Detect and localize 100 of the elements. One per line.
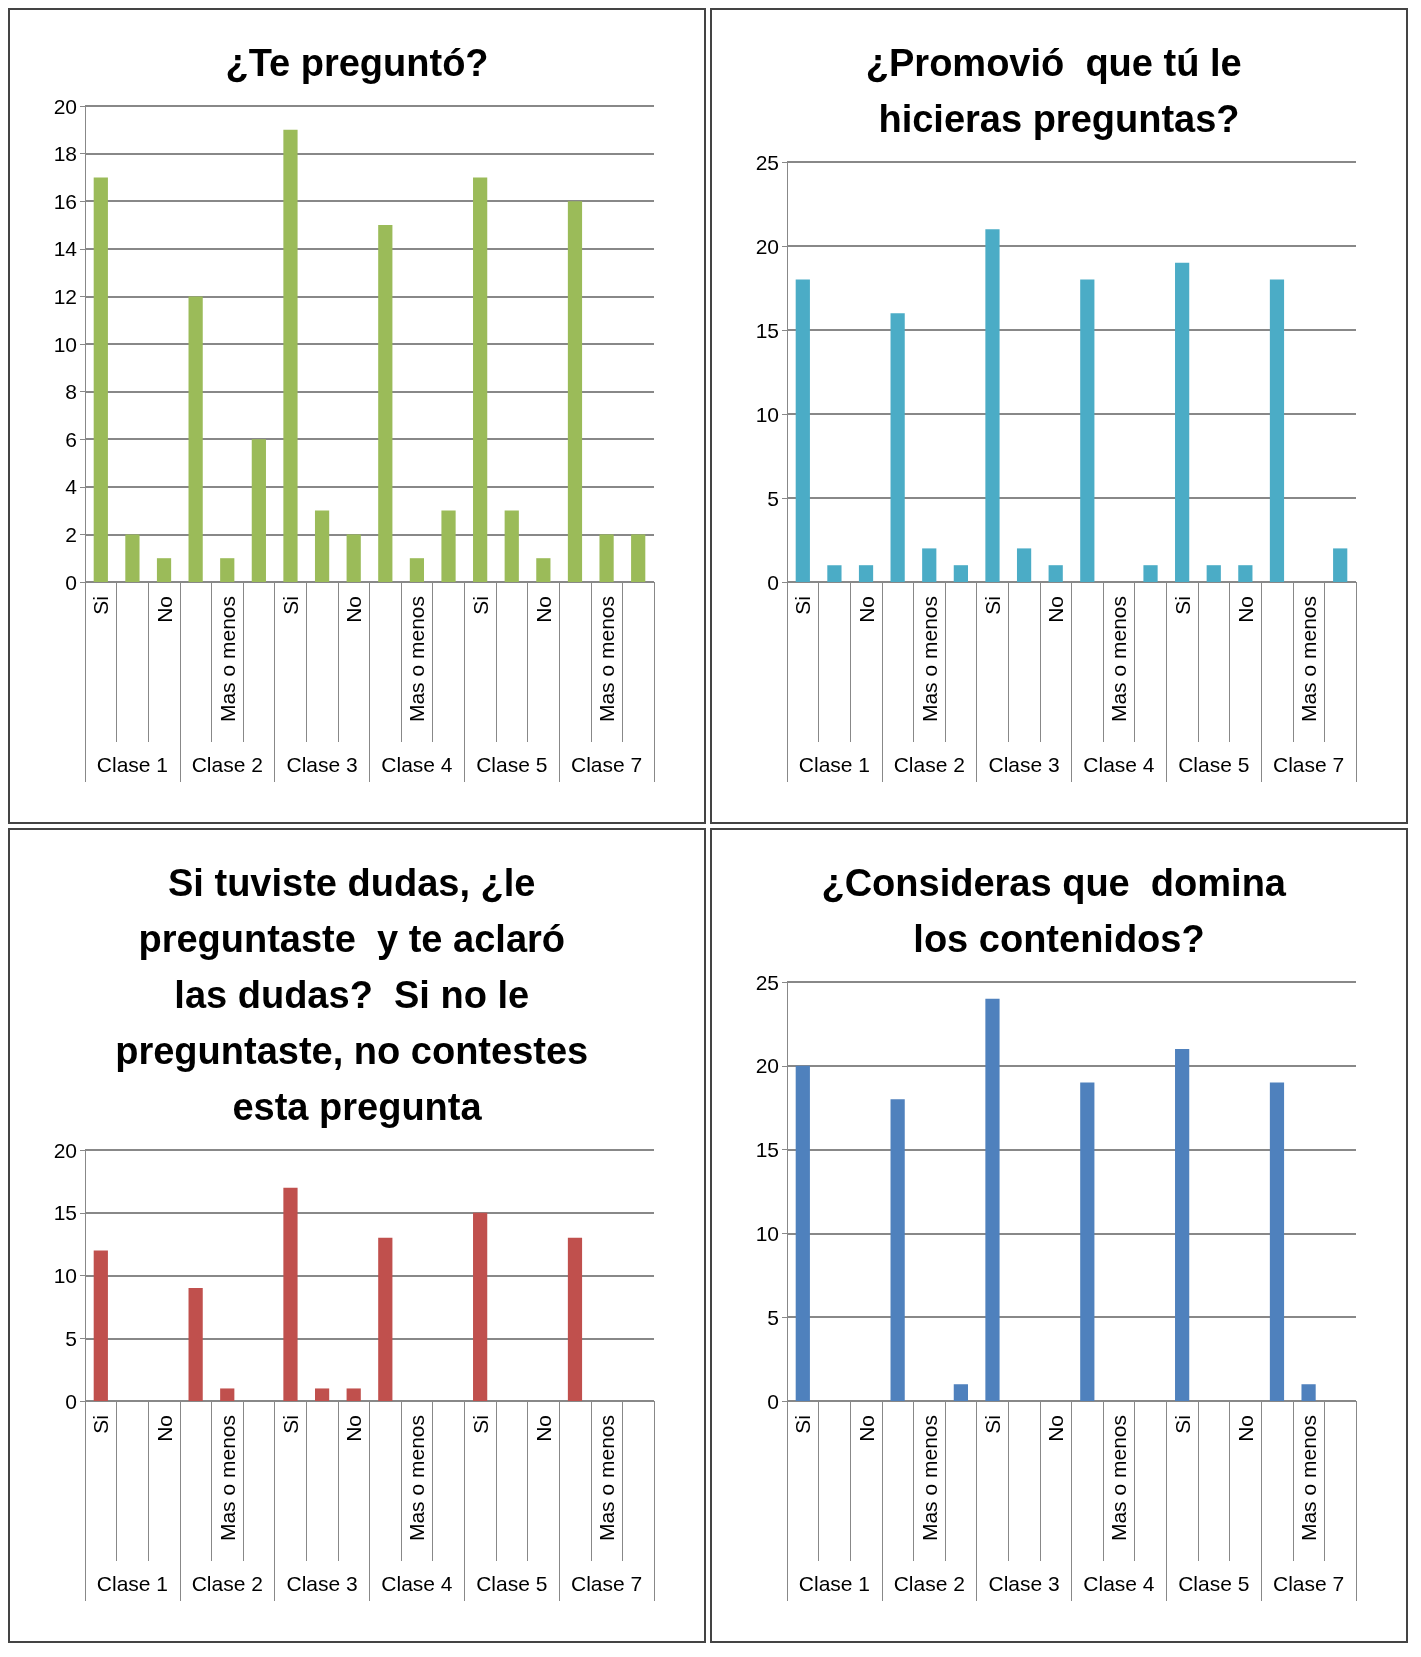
text: Clase 7 [1272,753,1345,776]
y-tick-label: 15 [755,318,779,342]
text: Clase 1 [798,753,871,776]
bar [953,565,968,582]
bar [795,1065,810,1401]
y-tick-label: 10 [53,1264,77,1287]
bar [1206,565,1221,582]
text: Clase 2 [893,753,965,776]
bar [536,558,551,582]
text: Clase 4 [1083,1572,1155,1595]
x-tick-label: No [152,596,176,623]
text: Clase 4 [381,1572,453,1595]
x-tick-label: Mas o menos [1107,596,1131,723]
x-tick-label: Mas o menos [405,596,429,723]
x-tick-label: No [152,1415,176,1442]
bar [1238,565,1253,582]
x-tick-label: Mas o menos [595,1415,619,1542]
x-tick-label: Si [468,596,492,615]
y-tick-label: 4 [65,475,78,499]
y-tick-label: 2 [65,522,77,546]
y-tick-label: 8 [65,380,77,404]
x-tick-label: No [1044,596,1068,623]
x-tick-label: Mas o menos [917,1415,941,1542]
x-tick-label: Si [89,596,113,615]
x-tick-label: Si [1170,596,1194,615]
bar [599,534,614,582]
y-tick-label: 18 [53,142,77,166]
bar [188,296,203,582]
y-tick-label: 20 [755,1054,779,1078]
bar [1269,279,1285,582]
text: Clase 4 [1083,753,1155,776]
y-tick-label: 0 [65,1389,77,1413]
bar [922,548,937,582]
y-tick-label: 20 [755,234,779,258]
x-tick-label: No [531,596,555,623]
y-tick-label: 20 [53,94,77,118]
y-tick-label: 15 [755,1138,779,1162]
x-tick-label: Mas o menos [1297,596,1321,723]
x-tick-label: Si [278,1415,302,1434]
x-tick-label: No [342,596,366,623]
text: Clase 2 [893,1572,965,1595]
text: Clase 5 [476,1572,548,1595]
bar [220,1388,235,1401]
text: Clase 1 [96,1572,169,1595]
text: Clase 2 [191,1572,263,1595]
text: Clase 1 [798,1572,871,1595]
text: Clase 3 [988,1572,1060,1595]
text: Clase 3 [286,753,358,776]
y-tick-label: 5 [767,1305,779,1329]
y-tick-label: 6 [65,427,77,451]
y-tick-label: 12 [53,284,77,308]
bar [188,1288,203,1401]
text: Clase 2 [191,753,263,776]
y-tick-label: 16 [53,189,77,213]
y-tick-label: 0 [65,570,77,594]
bar [504,510,519,582]
bar [346,534,361,582]
bar [890,1099,905,1401]
x-tick-label: Mas o menos [595,596,619,723]
x-tick-label: Mas o menos [215,596,239,723]
bar [220,558,235,582]
bar [378,225,393,582]
bar [985,229,1000,582]
text: Clase 7 [570,1572,643,1595]
bar [1080,1082,1095,1401]
bar [251,439,266,582]
bar [1333,548,1348,582]
bar [795,279,810,582]
text: Clase 4 [381,753,453,776]
bar [827,565,842,582]
bar [314,1388,330,1401]
y-tick-label: 10 [755,402,779,426]
bar [1016,548,1032,582]
bar [441,510,456,582]
y-tick-label: 15 [53,1201,77,1225]
bar [314,510,330,582]
bar [1080,279,1095,582]
text: Clase 1 [96,753,169,776]
text: Clase 5 [476,753,548,776]
text: Clase 3 [286,1572,358,1595]
x-tick-label: Mas o menos [917,596,941,723]
bar [378,1237,393,1401]
text: Clase 5 [1178,753,1250,776]
y-tick-label: 5 [65,1326,77,1350]
x-tick-label: No [854,596,878,623]
x-tick-label: Si [468,1415,492,1434]
x-tick-label: Mas o menos [1297,1415,1321,1542]
text: Clase 3 [988,753,1060,776]
bar [473,1212,488,1401]
x-tick-label: Si [1170,1415,1194,1434]
y-tick-label: 10 [755,1221,779,1245]
y-tick-label: 5 [767,486,779,510]
bar [283,1187,298,1401]
bar [890,313,905,582]
bar [93,177,108,582]
text: Clase 7 [1272,1572,1345,1595]
chart-title: Si tuviste dudas, ¿le preguntaste y te aclaró las dudas? Si no le preguntaste, no contestes esta pregunta [115,862,599,1128]
bar [953,1384,968,1401]
bar [409,558,425,582]
y-tick-label: 25 [755,970,779,994]
